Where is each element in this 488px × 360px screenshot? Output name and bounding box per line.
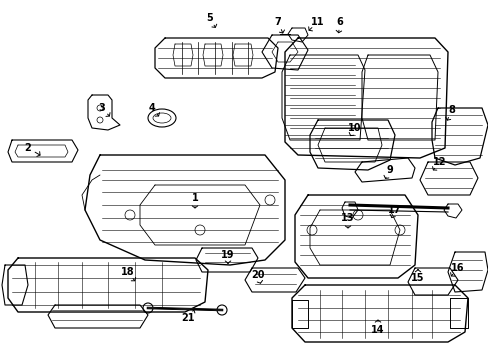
- Text: 19: 19: [221, 250, 234, 260]
- Text: 12: 12: [432, 157, 446, 167]
- Text: 1: 1: [191, 193, 198, 203]
- Text: 2: 2: [24, 143, 31, 153]
- Text: 13: 13: [341, 213, 354, 223]
- Text: 15: 15: [410, 273, 424, 283]
- Text: 10: 10: [347, 123, 361, 133]
- Text: 14: 14: [370, 325, 384, 335]
- Text: 4: 4: [148, 103, 155, 113]
- Text: 9: 9: [386, 165, 392, 175]
- Text: 7: 7: [274, 17, 281, 27]
- Text: 5: 5: [206, 13, 213, 23]
- Text: 20: 20: [251, 270, 264, 280]
- Text: 18: 18: [121, 267, 135, 277]
- Text: 21: 21: [181, 313, 194, 323]
- Text: 17: 17: [387, 205, 401, 215]
- Text: 6: 6: [336, 17, 343, 27]
- Text: 16: 16: [450, 263, 464, 273]
- Text: 3: 3: [99, 103, 105, 113]
- Text: 11: 11: [311, 17, 324, 27]
- Text: 8: 8: [447, 105, 454, 115]
